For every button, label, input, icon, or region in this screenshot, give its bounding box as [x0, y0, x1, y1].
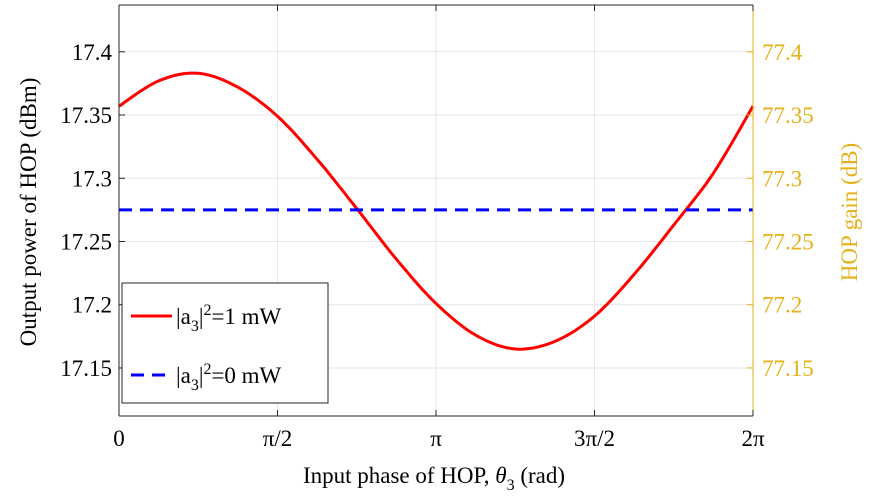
y-tick-label-left: 17.25 — [60, 229, 112, 254]
legend-label-series-2-pre: |a — [176, 363, 191, 388]
x-tick-label: 2π — [741, 426, 765, 451]
y-tick-label-right: 77.4 — [762, 40, 803, 65]
y-axis-label-left: Output power of HOP (dBm) — [16, 78, 41, 347]
x-tick-label: π — [430, 426, 442, 451]
y-tick-label-left: 17.2 — [72, 293, 112, 318]
x-tick-label: π/2 — [263, 426, 293, 451]
legend-label-series-1-mid: | — [199, 304, 204, 329]
x-axis-label: Input phase of HOP, θ3 (rad) — [303, 463, 565, 494]
y-tick-label-right: 77.3 — [762, 166, 802, 191]
legend-label-series-2-sub: 3 — [191, 377, 199, 394]
legend-label-series-1-sub: 3 — [191, 318, 199, 335]
plot-frame — [118, 4, 754, 417]
legend-label-series-1-pre: |a — [176, 304, 191, 329]
y-tick-label-left: 17.3 — [72, 166, 112, 191]
plot-series — [118, 71, 755, 351]
x-axis-label-text: Input phase of HOP, — [303, 463, 495, 488]
legend-label-series-2-sup: 2 — [203, 361, 211, 378]
x-tick-label: 0 — [113, 426, 125, 451]
legend: |a3|2=1 mW |a3|2=0 mW — [121, 282, 329, 404]
legend-label-series-2: |a3|2=0 mW — [176, 361, 282, 394]
y-tick-label-right: 77.2 — [762, 293, 802, 318]
legend-label-series-2-post: =0 mW — [211, 363, 281, 388]
y-axis-label-right: HOP gain (dB) — [837, 143, 862, 281]
legend-label-series-2-mid: | — [199, 363, 204, 388]
x-axis-label-subscript: 3 — [507, 477, 515, 494]
legend-box — [121, 282, 329, 404]
y-tick-label-right: 77.15 — [762, 356, 814, 381]
legend-label-series-1-sup: 2 — [203, 302, 211, 319]
series-line-1 — [118, 71, 755, 351]
legend-label-series-1-post: =1 mW — [211, 304, 281, 329]
y-tick-label-left: 17.35 — [60, 103, 112, 128]
tick-labels: 0 π/2 π 3π/2 2π 17.15 17.2 17.25 17.3 17.35 17.4 77… — [60, 40, 814, 451]
x-axis-label-unit: (rad) — [515, 463, 565, 488]
legend-label-series-1: |a3|2=1 mW — [176, 302, 282, 335]
y-tick-label-right: 77.25 — [762, 229, 814, 254]
x-tick-label: 3π/2 — [574, 426, 615, 451]
y-tick-label-left: 17.4 — [72, 40, 113, 65]
x-axis-label-symbol: θ — [495, 463, 506, 488]
y-tick-label-right: 77.35 — [762, 103, 814, 128]
y-tick-label-left: 17.15 — [60, 356, 112, 381]
